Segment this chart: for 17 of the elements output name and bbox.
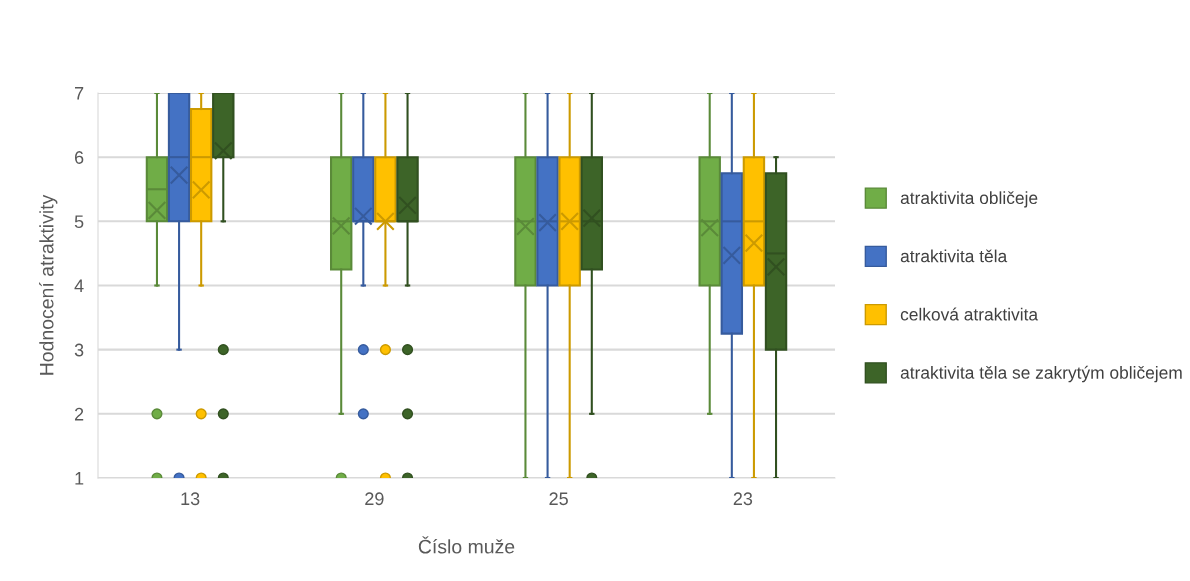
legend-label: atraktivita těla [900,249,1008,263]
y-tick-label: 7 [75,87,84,100]
y-tick-label: 1 [75,472,84,485]
x-tick-label: 23 [733,492,753,506]
y-tick-label: 3 [74,343,84,357]
legend-label: atraktivita těla se zakrytým obličejem [900,365,1182,383]
y-tick-label: 5 [74,215,84,229]
x-tick-label: 25 [549,492,568,506]
legend-label: atraktivita obličeje [900,191,1038,208]
x-axis-title: Číslo muže [418,536,515,554]
y-tick-label: 6 [74,151,84,164]
y-axis-title: Hodnocení atraktivity [39,194,58,375]
y-tick-label: 2 [74,407,84,421]
x-tick-label: 13 [181,492,200,506]
legend-label: celková atraktivita [900,307,1039,321]
x-tick-label: 29 [365,492,384,506]
y-tick-label: 4 [74,279,84,293]
